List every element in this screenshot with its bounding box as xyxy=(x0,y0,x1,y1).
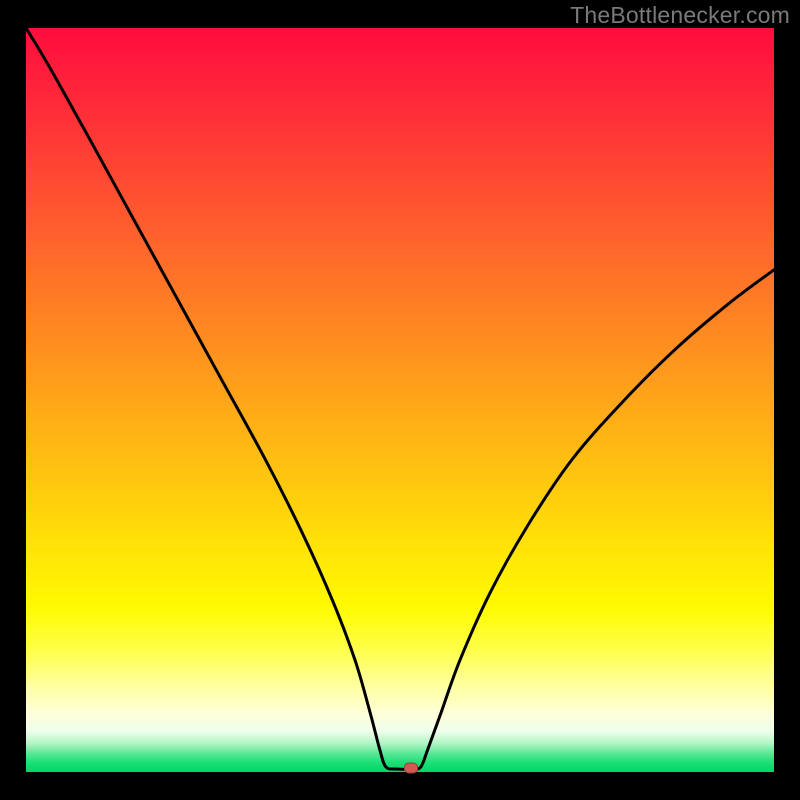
chart-root: TheBottlenecker.com xyxy=(0,0,800,800)
watermark-text: TheBottlenecker.com xyxy=(570,2,790,29)
gradient-background xyxy=(26,28,774,772)
optimum-marker xyxy=(404,762,418,773)
